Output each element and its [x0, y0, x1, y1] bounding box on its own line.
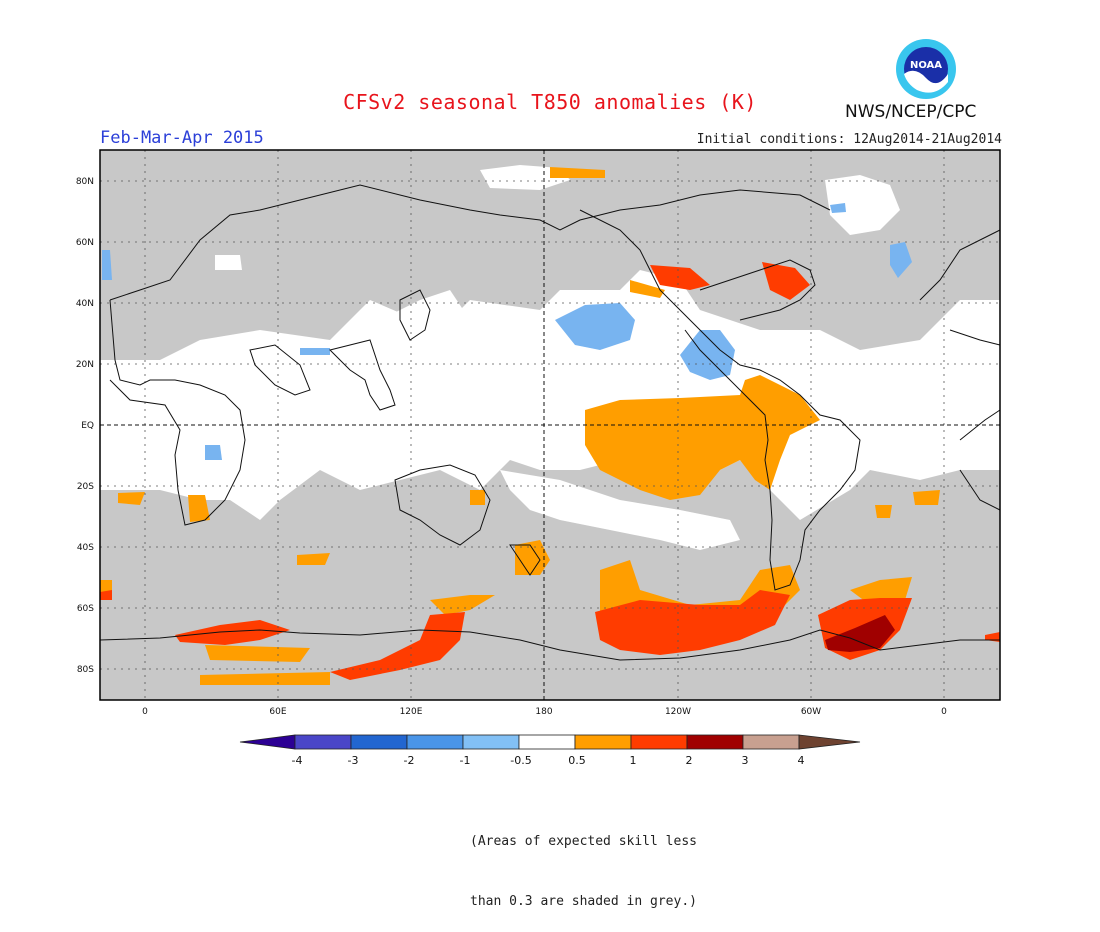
neutral-sahara: [150, 385, 220, 420]
forecast-period: Feb-Mar-Apr 2015: [100, 128, 264, 148]
colorbar: [239, 734, 861, 750]
negative-europe: [102, 250, 112, 280]
lat-label: 60N: [76, 238, 94, 248]
colorbar-arrow-right: [798, 734, 861, 750]
positive-s-atlantic-west: [118, 492, 145, 505]
strong-ross: [330, 612, 465, 680]
neutral-arctic: [480, 165, 570, 190]
lat-label: 60S: [77, 604, 94, 614]
lon-label: 120W: [665, 707, 691, 717]
lon-label: 0: [142, 707, 148, 717]
colorbar-label: -4: [292, 754, 303, 767]
lat-label: 80N: [76, 177, 94, 187]
anomaly-fields: [100, 165, 1000, 685]
map-title: CFSv2 seasonal T850 anomalies (K): [343, 90, 757, 114]
coastlines: [99, 184, 1001, 661]
colorbar-label: 1: [630, 754, 637, 767]
lat-label: EQ: [81, 421, 94, 431]
map-frame: [99, 149, 1001, 701]
colorbar-label: 0.5: [568, 754, 586, 767]
lat-label: 40S: [77, 543, 94, 553]
positive-indian-ocean: [297, 553, 330, 565]
colorbar-label: -0.5: [510, 754, 531, 767]
colorbar-arrow-left: [239, 734, 296, 750]
colorbar-label: 4: [798, 754, 805, 767]
longitude-labels: 0 60E 120E 180 120W 60W 0: [142, 707, 947, 717]
positive-equatorial-pacific: [585, 375, 820, 500]
negative-india: [300, 348, 330, 355]
colorbar-bin: [630, 734, 688, 750]
negative-greenland-small: [830, 203, 846, 213]
colorbar-label: -1: [460, 754, 471, 767]
negative-mexico: [680, 330, 735, 380]
strong-south-pacific: [595, 590, 790, 655]
latitude-labels: 80N 60N 40N 20N EQ 20S 40S 60S 80S: [76, 177, 94, 675]
colorbar-bin: [462, 734, 520, 750]
very-strong-weddell: [825, 615, 895, 652]
colorbar-label: 2: [686, 754, 693, 767]
positive-arctic: [550, 167, 605, 178]
colorbar-bin: [742, 734, 800, 750]
colorbar-bin: [406, 734, 464, 750]
strong-ne-usa: [762, 262, 810, 300]
neutral-greenland: [825, 175, 900, 235]
lon-label: 60W: [801, 707, 821, 717]
positive-australia: [470, 490, 485, 505]
colorbar-bin: [518, 734, 576, 750]
skill-footnote: (Areas of expected skill less than 0.3 a…: [470, 792, 697, 932]
colorbar-bin: [574, 734, 632, 750]
negative-north-pacific: [555, 303, 635, 350]
lat-label: 80S: [77, 665, 94, 675]
strong-chile: [100, 590, 112, 600]
initial-conditions: Initial conditions: 12Aug2014-21Aug2014: [696, 132, 1002, 147]
reference-lines: [100, 150, 1000, 700]
lon-label: 60E: [269, 707, 286, 717]
positive-antarctic-west: [205, 645, 310, 662]
colorbar-bin: [686, 734, 744, 750]
colorbar-labels: -4 -3 -2 -1 -0.5 0.5 1 2 3 4: [292, 754, 805, 767]
strong-nw-usa: [650, 265, 710, 290]
lon-label: 0: [941, 707, 947, 717]
neutral-pacific-south: [500, 470, 740, 550]
agency-label: NWS/NCEP/CPC: [845, 102, 977, 122]
negative-scandinavia: [890, 242, 912, 278]
neutral-east-asia: [360, 290, 470, 360]
colorbar-bin: [350, 734, 408, 750]
positive-s-atlantic-east: [913, 490, 940, 505]
colorbar-label: -2: [404, 754, 415, 767]
lon-label: 120E: [400, 707, 423, 717]
logo-text: NOAA: [910, 60, 942, 71]
lon-label: 180: [535, 707, 552, 717]
positive-alaska: [630, 280, 665, 298]
lat-label: 40N: [76, 299, 94, 309]
negative-africa: [205, 445, 222, 460]
positive-antarctic-coast: [200, 672, 330, 685]
anomaly-map: 80N 60N 40N 20N EQ 20S 40S 60S 80S 0 60E…: [76, 149, 1001, 767]
footnote-line: than 0.3 are shaded in grey.): [470, 894, 697, 909]
positive-s-africa: [188, 495, 210, 522]
neutral-siberia: [215, 255, 242, 270]
colorbar-bin: [294, 734, 352, 750]
footnote-line: (Areas of expected skill less: [470, 834, 697, 849]
lat-label: 20N: [76, 360, 94, 370]
noaa-logo-icon: NOAA: [896, 39, 956, 99]
colorbar-label: 3: [742, 754, 749, 767]
strong-antarctic-indian: [175, 620, 290, 645]
positive-s-atlantic-mid: [875, 505, 892, 518]
lat-label: 20S: [77, 482, 94, 492]
positive-ross: [430, 595, 495, 615]
colorbar-label: -3: [348, 754, 359, 767]
